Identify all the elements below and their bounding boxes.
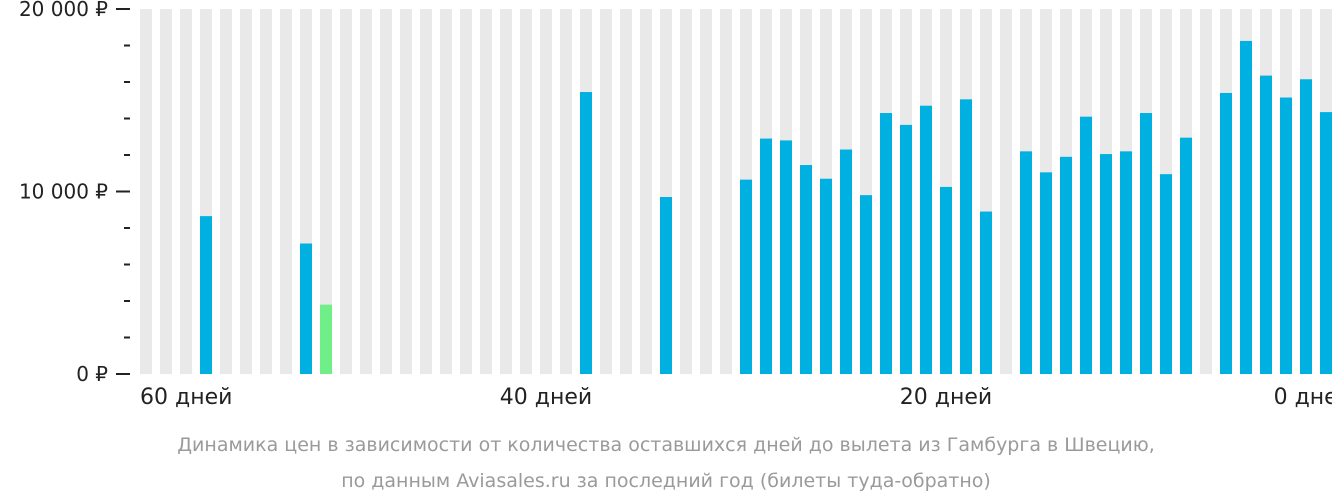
bar-day-29[interactable] — [760, 138, 772, 374]
bar-day-13[interactable] — [1080, 116, 1092, 375]
bar-day-27[interactable] — [800, 165, 812, 374]
bar-day-24[interactable] — [860, 195, 872, 374]
x-axis: 60 дней 40 дней 20 дней 0 дней — [140, 385, 1332, 410]
price-bars — [200, 40, 1332, 375]
bar-day-38[interactable] — [580, 92, 592, 374]
y-tick-label: 20 000 ₽ — [19, 0, 108, 21]
bar-day-14[interactable] — [1060, 156, 1072, 374]
column-bg-day-48 — [380, 9, 392, 374]
bar-day-15[interactable] — [1040, 172, 1052, 374]
x-tick-label: 0 дней — [1274, 385, 1332, 410]
column-bg-day-51 — [320, 9, 332, 374]
y-tick-label: 0 ₽ — [76, 362, 108, 386]
column-bg-day-32 — [700, 9, 712, 374]
chart-caption-line-1: Динамика цен в зависимости от количества… — [177, 434, 1155, 456]
column-bg-day-45 — [440, 9, 452, 374]
column-bg-day-36 — [620, 9, 632, 374]
column-bg-day-41 — [520, 9, 532, 374]
bar-day-9[interactable] — [1160, 174, 1172, 374]
bar-day-34[interactable] — [660, 196, 672, 374]
column-bg-day-37 — [600, 9, 612, 374]
column-bg-day-39 — [560, 9, 572, 374]
bar-day-20[interactable] — [940, 186, 952, 374]
bar-day-25[interactable] — [840, 149, 852, 374]
bar-day-5[interactable] — [1240, 40, 1252, 374]
bar-day-21[interactable] — [920, 105, 932, 374]
column-bg-day-35 — [640, 9, 652, 374]
bar-day-12[interactable] — [1100, 154, 1112, 374]
bar-day-22[interactable] — [900, 124, 912, 374]
column-bg-day-54 — [260, 9, 272, 374]
column-bg-day-44 — [460, 9, 472, 374]
column-bg-day-40 — [540, 9, 552, 374]
y-axis: 0 ₽ 10 000 ₽ 20 000 ₽ — [19, 0, 130, 386]
bar-day-11[interactable] — [1120, 151, 1132, 374]
x-tick-label: 60 дней — [140, 385, 232, 410]
x-tick-label: 20 дней — [900, 385, 992, 410]
column-bg-day-56 — [220, 9, 232, 374]
bar-day-28[interactable] — [780, 140, 792, 374]
bar-day-8[interactable] — [1180, 137, 1192, 374]
chart-caption-line-2: по данным Aviasales.ru за последний год … — [341, 470, 991, 492]
bar-day-23[interactable] — [880, 113, 892, 375]
bar-day-26[interactable] — [820, 178, 832, 374]
bar-day-1[interactable] — [1320, 112, 1332, 375]
bar-day-30[interactable] — [740, 179, 752, 374]
bar-day-3[interactable] — [1280, 97, 1292, 374]
column-bg-day-60 — [140, 9, 152, 374]
column-bg-day-43 — [480, 9, 492, 374]
bar-day-4[interactable] — [1260, 75, 1272, 375]
column-bg-day-49 — [360, 9, 372, 374]
column-bg-day-55 — [240, 9, 252, 374]
bar-day-52[interactable] — [300, 243, 312, 374]
bar-day-16[interactable] — [1020, 151, 1032, 374]
column-bg-day-59 — [160, 9, 172, 374]
column-bg-day-33 — [680, 9, 692, 374]
bar-day-51[interactable] — [320, 304, 332, 374]
bar-day-10[interactable] — [1140, 113, 1152, 375]
bar-day-2[interactable] — [1300, 79, 1312, 374]
x-tick-label: 40 дней — [500, 385, 592, 410]
bar-day-18[interactable] — [980, 211, 992, 374]
column-bg-day-46 — [420, 9, 432, 374]
column-bg-day-17 — [1000, 9, 1012, 374]
bar-day-19[interactable] — [960, 99, 972, 375]
column-bg-day-47 — [400, 9, 412, 374]
bar-day-6[interactable] — [1220, 92, 1232, 374]
y-tick-label: 10 000 ₽ — [19, 180, 108, 204]
column-bg-day-58 — [180, 9, 192, 374]
background-columns — [140, 9, 1332, 374]
column-bg-day-53 — [280, 9, 292, 374]
column-bg-day-31 — [720, 9, 732, 374]
column-bg-day-42 — [500, 9, 512, 374]
bar-day-57[interactable] — [200, 216, 212, 374]
column-bg-day-50 — [340, 9, 352, 374]
column-bg-day-7 — [1200, 9, 1212, 374]
